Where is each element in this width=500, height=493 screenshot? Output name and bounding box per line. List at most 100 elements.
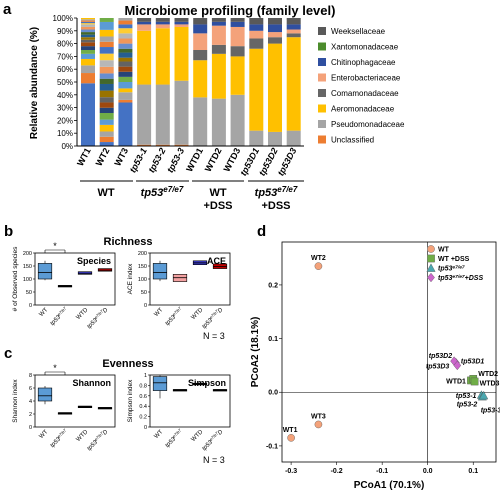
- bar-segment: [174, 21, 189, 25]
- bar-segment: [230, 94, 245, 146]
- x-tick-label: tp53e7/e7: [48, 305, 70, 327]
- bar-segment: [99, 47, 114, 54]
- x-tick-label: WT1: [75, 146, 93, 167]
- y-axis-label: # of Observed species: [12, 246, 19, 311]
- y-tick-label: 200: [23, 251, 32, 257]
- bar-segment: [286, 130, 301, 146]
- bar-segment: [99, 90, 114, 98]
- group-label: WT: [209, 187, 226, 199]
- y-tick-label: 100: [138, 277, 147, 283]
- bar-segment: [81, 29, 95, 33]
- bar-segment: [99, 53, 114, 61]
- bar-segment: [211, 98, 226, 146]
- legend-label: Weeksellaceae: [331, 27, 386, 36]
- bar-segment: [230, 21, 245, 27]
- bar-segment: [81, 37, 95, 40]
- x-tick-label: WT: [39, 307, 50, 318]
- x-tick-label: tp53e7/e7: [163, 427, 185, 449]
- bar-segment: [99, 60, 114, 67]
- group-label-extra: +DSS: [203, 200, 232, 212]
- bar-segment: [286, 29, 301, 34]
- x-tick-label: WT: [154, 307, 165, 318]
- bar-segment: [81, 26, 95, 30]
- y-tick-label: 0%: [61, 142, 73, 151]
- bar-segment: [268, 18, 282, 25]
- bar-segment: [211, 25, 226, 45]
- panel-letter-d: d: [257, 223, 266, 240]
- plot-title: Simpson: [188, 378, 226, 388]
- bar-segment: [193, 33, 208, 50]
- bar-segment: [230, 18, 245, 22]
- box: [152, 376, 168, 391]
- bar-segment: [174, 18, 189, 22]
- legend-label: tp53e7/e7: [438, 264, 465, 273]
- x-tick-label: 0.1: [468, 468, 478, 475]
- bar-segment: [137, 18, 152, 22]
- x-tick-label: -0.1: [376, 468, 388, 475]
- x-tick-label: WT2: [94, 146, 112, 167]
- legend-label: Xantomonadaceae: [331, 43, 399, 52]
- y-tick-label: 0.6: [139, 394, 147, 400]
- x-axis-label: PCoA1 (70.1%): [354, 480, 425, 491]
- bar-segment: [99, 18, 114, 22]
- legend-label: Chitinophagaceae: [331, 58, 396, 67]
- y-axis-label: Simpson index: [127, 379, 134, 422]
- legend-label: Enterobacteriaceae: [331, 74, 401, 83]
- bar-segment: [81, 83, 95, 146]
- y-tick-label: 30%: [57, 104, 73, 113]
- y-axis-label: PCoA2 (18.1%): [250, 317, 261, 388]
- group-label: tp53e7/e7: [255, 185, 298, 200]
- bar-segment: [249, 30, 264, 39]
- group-label: WT: [97, 187, 114, 199]
- x-tick-label: WT: [154, 429, 165, 440]
- y-tick-label: 50%: [57, 78, 73, 87]
- bar-segment: [99, 78, 114, 84]
- bar-segment: [81, 24, 95, 27]
- bar-segment: [118, 71, 133, 77]
- x-tick-label: WT: [39, 429, 50, 440]
- x-tick-label: WTD: [76, 307, 90, 321]
- legend-swatch: [318, 58, 326, 66]
- legend-label: tp53e7/e7+DSS: [438, 274, 483, 283]
- panel-a-y-axis-label: Relative abundance (%): [29, 27, 40, 139]
- bar-segment: [99, 124, 114, 132]
- bar-segment: [174, 24, 189, 27]
- x-tick-label: -0.2: [331, 468, 343, 475]
- x-tick-label: WTD: [76, 429, 90, 443]
- y-tick-label: 200: [138, 251, 147, 257]
- bar-segment: [193, 18, 208, 25]
- bar-segment: [230, 56, 245, 95]
- bar-segment: [268, 24, 282, 33]
- point-label: WTD3: [480, 381, 500, 388]
- bar-segment: [193, 50, 208, 61]
- bar-segment: [137, 21, 152, 25]
- bar-segment: [118, 99, 133, 103]
- bar-segment: [286, 33, 301, 38]
- panel-c-n-label: N = 3: [203, 455, 225, 465]
- data-point: [453, 360, 462, 371]
- bar-segment: [193, 24, 208, 34]
- legend-label: WT +DSS: [438, 256, 470, 263]
- x-tick-label: tp53e7/e7D: [85, 305, 110, 330]
- bar-segment: [249, 24, 264, 31]
- y-tick-label: 0.1: [268, 336, 278, 343]
- y-tick-label: 70%: [57, 52, 73, 61]
- legend-swatch: [318, 42, 326, 51]
- plot-title: Shannon: [73, 378, 112, 388]
- bar-segment: [81, 58, 95, 66]
- bar-segment: [211, 44, 226, 54]
- bar-segment: [174, 26, 189, 81]
- bar-segment: [137, 30, 152, 85]
- bar-segment: [99, 21, 114, 30]
- y-tick-label: 0: [29, 303, 32, 309]
- legend-swatch: [318, 27, 326, 35]
- data-point: [314, 262, 323, 270]
- bar-segment: [137, 24, 152, 31]
- legend-marker: [427, 254, 435, 263]
- x-tick-label: WT3: [112, 146, 130, 167]
- panel-a-stacked-bar-chart: Microbiome profiling (family level) Rela…: [29, 3, 405, 212]
- x-tick-label: WTD1: [184, 146, 205, 173]
- y-tick-label: 0.8: [139, 383, 147, 389]
